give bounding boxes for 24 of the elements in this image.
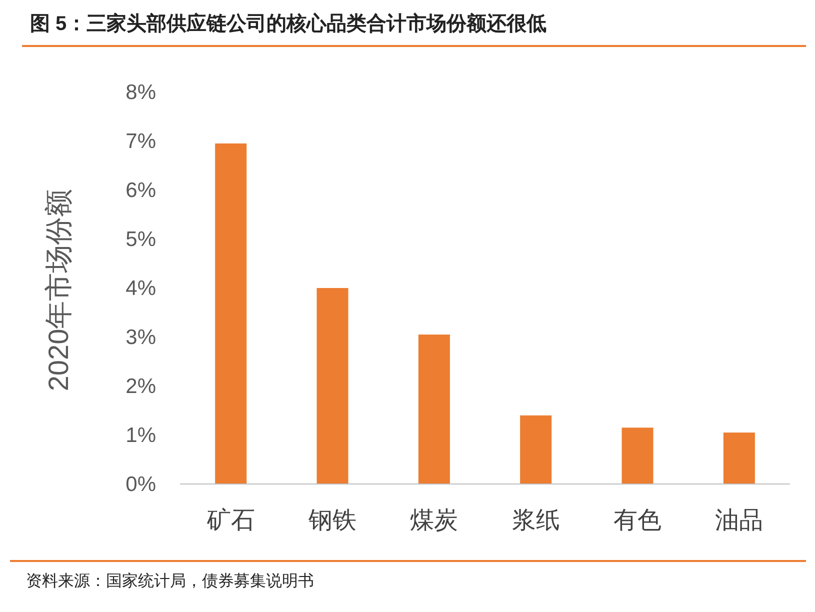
y-tick-label: 1% — [126, 424, 156, 447]
y-tick-label: 5% — [126, 228, 156, 251]
y-axis-title: 2020年市场份额 — [43, 188, 74, 392]
text: 资料来源：国家统计局，债券募集说明书 — [26, 572, 314, 590]
x-tick-label: 油品 — [715, 507, 764, 534]
y-tick-label: 7% — [126, 130, 156, 153]
y-tick-label: 8% — [126, 81, 156, 104]
x-tick-label: 煤炭 — [410, 507, 458, 534]
y-tick-label: 2% — [126, 375, 156, 398]
y-tick-label: 3% — [126, 326, 156, 349]
bar — [316, 288, 348, 484]
x-tick-label: 矿石 — [206, 507, 255, 534]
bar — [215, 143, 247, 484]
bar — [622, 428, 654, 484]
bar — [418, 334, 450, 484]
bar — [723, 432, 755, 484]
y-tick-label: 0% — [126, 473, 156, 496]
y-tick-label: 4% — [126, 277, 156, 300]
x-tick-label: 有色 — [614, 507, 662, 534]
chart-title: 图 5：三家头部供应链公司的核心品类合计市场份额还很低 — [30, 12, 547, 35]
y-tick-label: 6% — [126, 179, 156, 202]
x-tick-label: 浆纸 — [512, 507, 560, 534]
x-tick-label: 钢铁 — [308, 507, 356, 534]
bar — [520, 415, 552, 484]
